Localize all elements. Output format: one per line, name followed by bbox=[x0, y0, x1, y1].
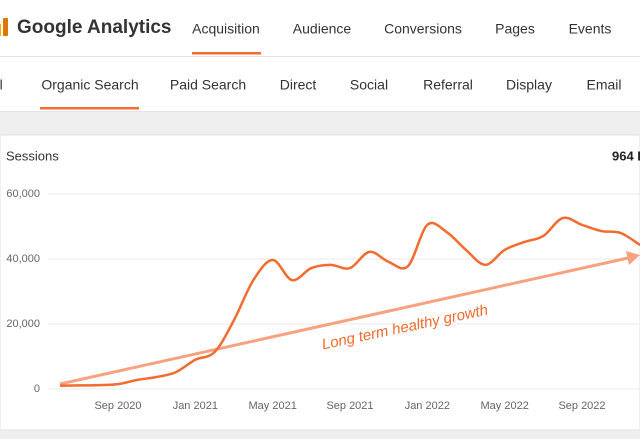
trend-arrow bbox=[59, 256, 629, 386]
y-tick-label: 40,000 bbox=[6, 253, 40, 265]
arrow-head bbox=[626, 251, 640, 265]
nav-item[interactable]: Pages bbox=[495, 21, 535, 37]
tab-item[interactable]: Display bbox=[506, 77, 552, 93]
logo-bar bbox=[3, 18, 8, 36]
logo-bar bbox=[0, 24, 1, 36]
chart-title: Sessions bbox=[6, 148, 59, 163]
app-title: Google Analytics bbox=[17, 17, 172, 38]
tab-item[interactable]: Direct bbox=[280, 77, 317, 93]
y-tick-label: 0 bbox=[34, 383, 40, 395]
total: 964 K bbox=[612, 148, 640, 163]
nav-underline bbox=[192, 52, 261, 55]
x-tick-label: Sep 2022 bbox=[558, 400, 605, 412]
series-line bbox=[59, 216, 640, 387]
logo bbox=[0, 18, 8, 36]
nav-item[interactable]: Events bbox=[569, 21, 612, 37]
tab-item[interactable]: Organic Search bbox=[41, 77, 138, 93]
tab-underline bbox=[40, 107, 139, 110]
x-tick-label: Jan 2022 bbox=[405, 400, 450, 412]
tab-item[interactable]: Social bbox=[350, 77, 388, 93]
x-tick-label: May 2022 bbox=[481, 400, 529, 412]
x-tick-label: May 2021 bbox=[249, 400, 297, 412]
y-tick-label: 20,000 bbox=[6, 318, 40, 330]
x-tick-label: Sep 2020 bbox=[94, 400, 141, 412]
tab-item[interactable]: Email bbox=[586, 77, 621, 93]
nav-item[interactable]: Acquisition bbox=[192, 21, 260, 37]
chart-panel bbox=[0, 134, 640, 431]
nav-item[interactable]: Audience bbox=[293, 21, 352, 37]
nav-item[interactable]: Conversions bbox=[384, 21, 462, 37]
x-tick-label: Sep 2021 bbox=[326, 400, 373, 412]
tab-item[interactable]: Paid Search bbox=[170, 77, 246, 93]
y-tick-label: 60,000 bbox=[6, 188, 40, 200]
tab-item[interactable]: Referral bbox=[423, 77, 473, 93]
tab-item[interactable]: All bbox=[0, 77, 3, 93]
x-tick-label: Jan 2021 bbox=[173, 400, 218, 412]
